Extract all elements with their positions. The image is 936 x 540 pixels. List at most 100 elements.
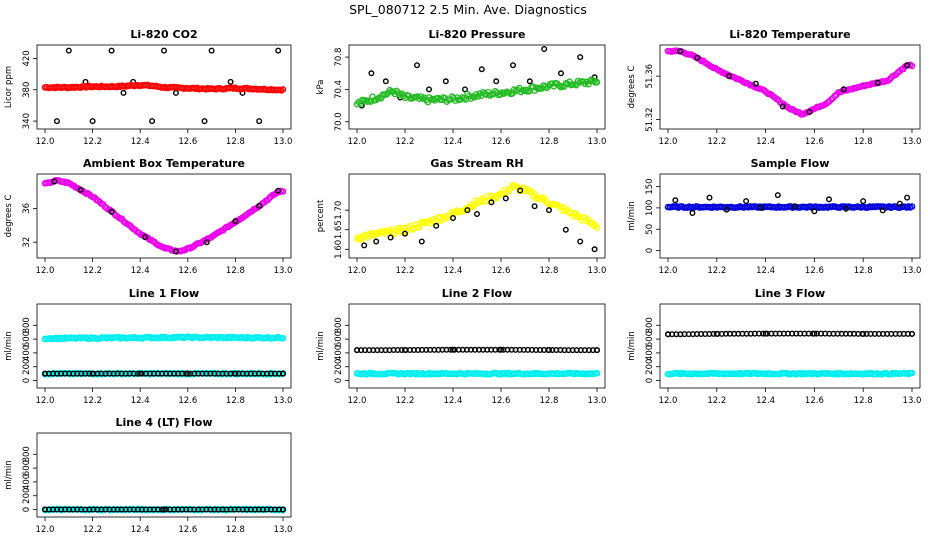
x-tick-label: 12.2	[396, 137, 415, 147]
y-tick-label: 51.32	[645, 107, 655, 131]
y-tick-label: 600	[22, 331, 32, 347]
data-point	[172, 89, 179, 96]
plot-frame	[36, 173, 292, 259]
data-point	[89, 118, 96, 125]
y-tick-label: 800	[22, 446, 32, 462]
x-tick-label: 12.2	[83, 137, 102, 147]
series-average-cyan	[353, 369, 601, 378]
data-point	[585, 80, 592, 88]
plot-frame	[348, 303, 606, 389]
data-point	[706, 194, 713, 201]
data-point	[361, 242, 368, 249]
data-point	[558, 70, 565, 77]
series-average-magenta	[664, 47, 916, 118]
chart-panel-3: Li-820 Temperature degrees C 12.0 12.2 12.4 1…	[627, 28, 921, 147]
x-tick-label: 12.8	[540, 396, 559, 406]
data-point	[874, 79, 881, 86]
y-tick-label: 150	[645, 178, 655, 194]
x-tick-label: 12.2	[83, 396, 102, 406]
x-tick-label: 12.8	[854, 396, 873, 406]
x-tick-label: 12.2	[83, 266, 102, 276]
data-point	[908, 203, 916, 210]
data-point	[256, 118, 263, 125]
data-point	[77, 186, 84, 193]
series-average-yellow	[353, 182, 601, 243]
x-tick-label: 12.4	[131, 266, 150, 276]
y-tick-label: 50	[645, 224, 655, 235]
data-point	[752, 80, 759, 87]
data-point	[373, 238, 380, 245]
data-point	[840, 86, 847, 93]
y-tick-label: 51.36	[645, 64, 655, 88]
series-raw-black	[53, 47, 282, 125]
x-tick-label: 13.0	[903, 266, 922, 276]
y-tick-label: 1.70	[334, 201, 344, 220]
x-tick-label: 12.8	[226, 137, 245, 147]
data-point	[364, 234, 371, 241]
x-tick-label: 12.6	[492, 396, 511, 406]
y-axis-label: ml/min	[4, 331, 14, 361]
y-tick-label: 1.60	[334, 240, 344, 259]
x-tick-label: 13.0	[274, 525, 293, 535]
data-point	[478, 66, 485, 73]
x-tick-label: 12.6	[805, 137, 824, 147]
data-point	[774, 192, 781, 199]
x-tick-label: 12.0	[348, 396, 367, 406]
x-tick-label: 12.2	[83, 525, 102, 535]
data-point	[418, 238, 425, 245]
data-point	[438, 217, 445, 224]
y-tick-label: 420	[22, 50, 32, 66]
data-point	[120, 89, 127, 96]
panel-grid: Li-820 CO2 Licor ppm 12.0 12.2 12.4 12.6 12.8 1…	[4, 28, 921, 535]
x-tick-label: 12.0	[659, 266, 678, 276]
data-point	[904, 62, 911, 69]
data-point	[779, 103, 786, 110]
x-tick-label: 12.6	[178, 266, 197, 276]
data-point	[593, 224, 601, 231]
x-tick-label: 13.0	[903, 396, 922, 406]
data-point	[488, 199, 495, 206]
data-point	[280, 506, 287, 513]
x-tick-label: 12.0	[36, 525, 55, 535]
data-point	[909, 330, 916, 337]
chart-panel-5: Gas Stream RH percent 12.0 12.2 12.4 12.6 12.8…	[316, 157, 606, 276]
x-tick-label: 12.0	[36, 137, 55, 147]
data-point	[160, 47, 167, 54]
data-point	[743, 198, 750, 205]
x-tick-label: 12.4	[756, 137, 775, 147]
series-raw-black	[354, 346, 601, 354]
y-tick-label: 0	[645, 378, 655, 383]
data-point	[256, 202, 263, 209]
data-point	[531, 203, 538, 210]
x-tick-label: 12.6	[178, 137, 197, 147]
series-raw-black	[51, 178, 282, 255]
x-tick-label: 12.6	[492, 137, 511, 147]
x-tick-label: 12.0	[348, 137, 367, 147]
plot-frame	[36, 44, 292, 130]
plot-frame	[659, 303, 921, 389]
x-tick-label: 12.4	[444, 396, 463, 406]
y-tick-label: 800	[645, 317, 655, 333]
data-point	[108, 47, 115, 54]
y-tick-label: 380	[22, 82, 32, 98]
chart-panel-6: Sample Flow ml/min 12.0 12.2 12.4 12.6 12.8 13.…	[627, 157, 921, 276]
chart-panel-8: Line 2 Flow ml/min 12.0 12.2 12.4 12.6 12.8 13.…	[316, 287, 606, 406]
series-average-green	[353, 76, 601, 108]
data-point	[51, 178, 58, 185]
data-point	[811, 208, 818, 215]
chart-panel-1: Li-820 CO2 Licor ppm 12.0 12.2 12.4 12.6 12.8 1…	[4, 28, 292, 147]
data-point	[591, 246, 598, 253]
chart-title: Li-820 Pressure	[429, 28, 526, 41]
data-point	[904, 194, 911, 201]
data-point	[464, 207, 471, 214]
x-tick-label: 13.0	[588, 137, 607, 147]
chart-title: Line 2 Flow	[442, 287, 512, 300]
y-axis-label: Licor ppm	[4, 66, 14, 108]
y-axis-label: degrees C	[4, 195, 14, 238]
x-tick-label: 12.8	[226, 525, 245, 535]
y-tick-label: 800	[22, 317, 32, 333]
x-tick-label: 12.4	[444, 266, 463, 276]
data-point	[402, 230, 409, 237]
data-point	[806, 108, 813, 115]
data-point	[510, 62, 517, 69]
